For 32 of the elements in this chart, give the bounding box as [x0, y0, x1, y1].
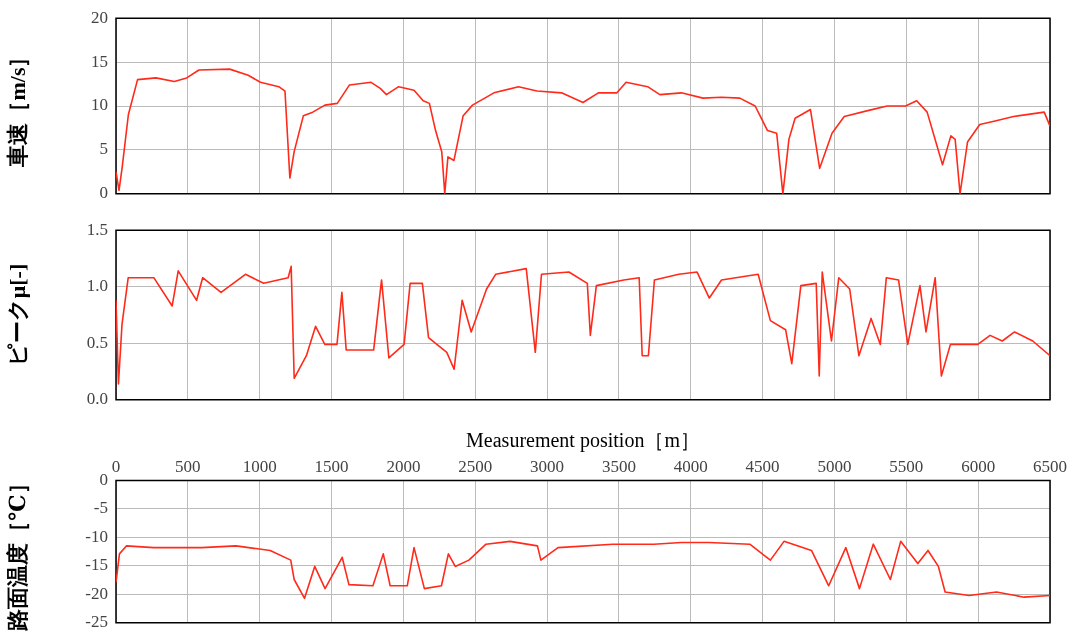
y-tick-label: 1.5 — [86, 219, 108, 239]
x-tick-label: 1000 — [242, 456, 277, 476]
x-tick-label: 500 — [175, 456, 201, 476]
x-tick-label: 2000 — [386, 456, 421, 476]
x-tick-label: 5500 — [889, 456, 924, 476]
y-tick-label: 0.5 — [86, 332, 108, 352]
y-tick-label: 20 — [91, 7, 108, 27]
x-tick-label: 5000 — [817, 456, 852, 476]
x-tick-label: 3000 — [530, 456, 565, 476]
y-tick-label: 0.0 — [86, 389, 108, 409]
x-tick-label: 6500 — [1033, 456, 1067, 476]
y-tick-label: 5 — [99, 139, 108, 159]
y-tick-label: -5 — [93, 498, 108, 518]
y-axis-title: 路面温度［℃］ — [4, 472, 30, 632]
x-tick-label: 1500 — [314, 456, 349, 476]
y-tick-label: -25 — [85, 612, 108, 632]
y-tick-label: -10 — [85, 526, 108, 546]
x-tick-label: 6000 — [961, 456, 996, 476]
x-tick-label: 4000 — [673, 456, 708, 476]
y-tick-label: 0 — [99, 183, 108, 203]
x-tick-label: 4500 — [745, 456, 780, 476]
y-tick-label: 10 — [91, 95, 108, 115]
y-tick-label: 15 — [91, 51, 108, 71]
x-tick-label: 3500 — [601, 456, 636, 476]
y-axis-title: ピークμ[-] — [4, 263, 30, 367]
y-tick-label: 0 — [99, 469, 108, 489]
x-tick-label: 2500 — [458, 456, 493, 476]
y-tick-label: -15 — [85, 555, 108, 575]
y-tick-label: 1.0 — [86, 276, 108, 296]
y-tick-label: -20 — [85, 583, 108, 603]
x-axis-title: Measurement position［m］ — [466, 429, 700, 453]
y-axis-title: 車速［m/s］ — [4, 45, 30, 168]
